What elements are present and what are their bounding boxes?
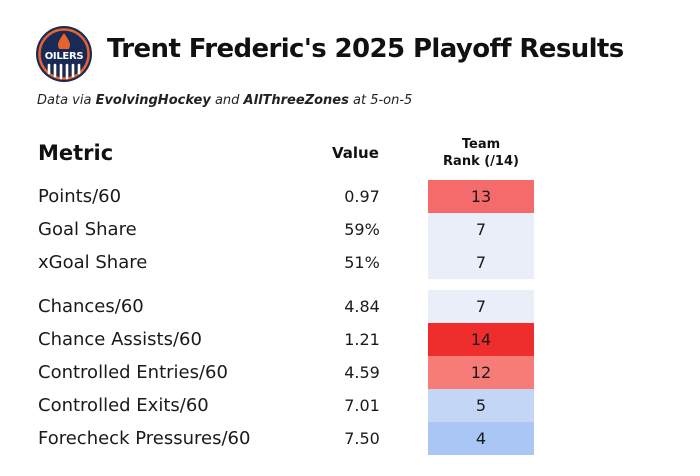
- team-rank-cell: 7: [428, 213, 534, 246]
- metric-value: 1.21: [344, 330, 380, 349]
- team-rank-cell: 13: [428, 180, 534, 213]
- logo-text: OILERS: [45, 51, 84, 62]
- team-rank-cell: 14: [428, 323, 534, 356]
- metric-value: 4.84: [344, 297, 380, 316]
- page-title: Trent Frederic's 2025 Playoff Results: [107, 34, 624, 64]
- oilers-logo: OILERS: [36, 26, 92, 82]
- table-row: Controlled Exits/60 7.01 5: [0, 389, 700, 422]
- team-rank-cell: 7: [428, 246, 534, 279]
- table-row: Chances/60 4.84 7: [0, 290, 700, 323]
- table-row: Forecheck Pressures/60 7.50 4: [0, 422, 700, 455]
- table-row: Controlled Entries/60 4.59 12: [0, 356, 700, 389]
- metric-name: Points/60: [38, 186, 122, 207]
- metric-value: 4.59: [344, 363, 380, 382]
- table-row: xGoal Share 51% 7: [0, 246, 700, 279]
- data-source-note: Data via EvolvingHockey and AllThreeZone…: [37, 93, 413, 108]
- metric-name: xGoal Share: [38, 252, 148, 273]
- team-rank-cell: 4: [428, 422, 534, 455]
- source-evolvinghockey: EvolvingHockey: [95, 93, 211, 108]
- metric-name: Chance Assists/60: [38, 329, 202, 350]
- metric-name: Forecheck Pressures/60: [38, 428, 251, 449]
- team-rank-cell: 7: [428, 290, 534, 323]
- team-rank-cell: 12: [428, 356, 534, 389]
- metric-name: Goal Share: [38, 219, 137, 240]
- metric-name: Chances/60: [38, 296, 144, 317]
- table-row: Chance Assists/60 1.21 14: [0, 323, 700, 356]
- column-header-value: Value: [332, 144, 379, 162]
- metric-value: 0.97: [344, 187, 380, 206]
- table-row: Points/60 0.97 13: [0, 180, 700, 213]
- metric-value: 59%: [344, 220, 380, 239]
- table-row: Goal Share 59% 7: [0, 213, 700, 246]
- column-header-team-rank: Team Rank (/14): [443, 137, 519, 169]
- team-rank-cell: 5: [428, 389, 534, 422]
- metric-value: 7.50: [344, 429, 380, 448]
- column-header-metric: Metric: [38, 141, 114, 165]
- metric-value: 51%: [344, 253, 380, 272]
- source-allthreezones: AllThreeZones: [243, 93, 349, 108]
- metric-name: Controlled Exits/60: [38, 395, 209, 416]
- metric-value: 7.01: [344, 396, 380, 415]
- metric-name: Controlled Entries/60: [38, 362, 228, 383]
